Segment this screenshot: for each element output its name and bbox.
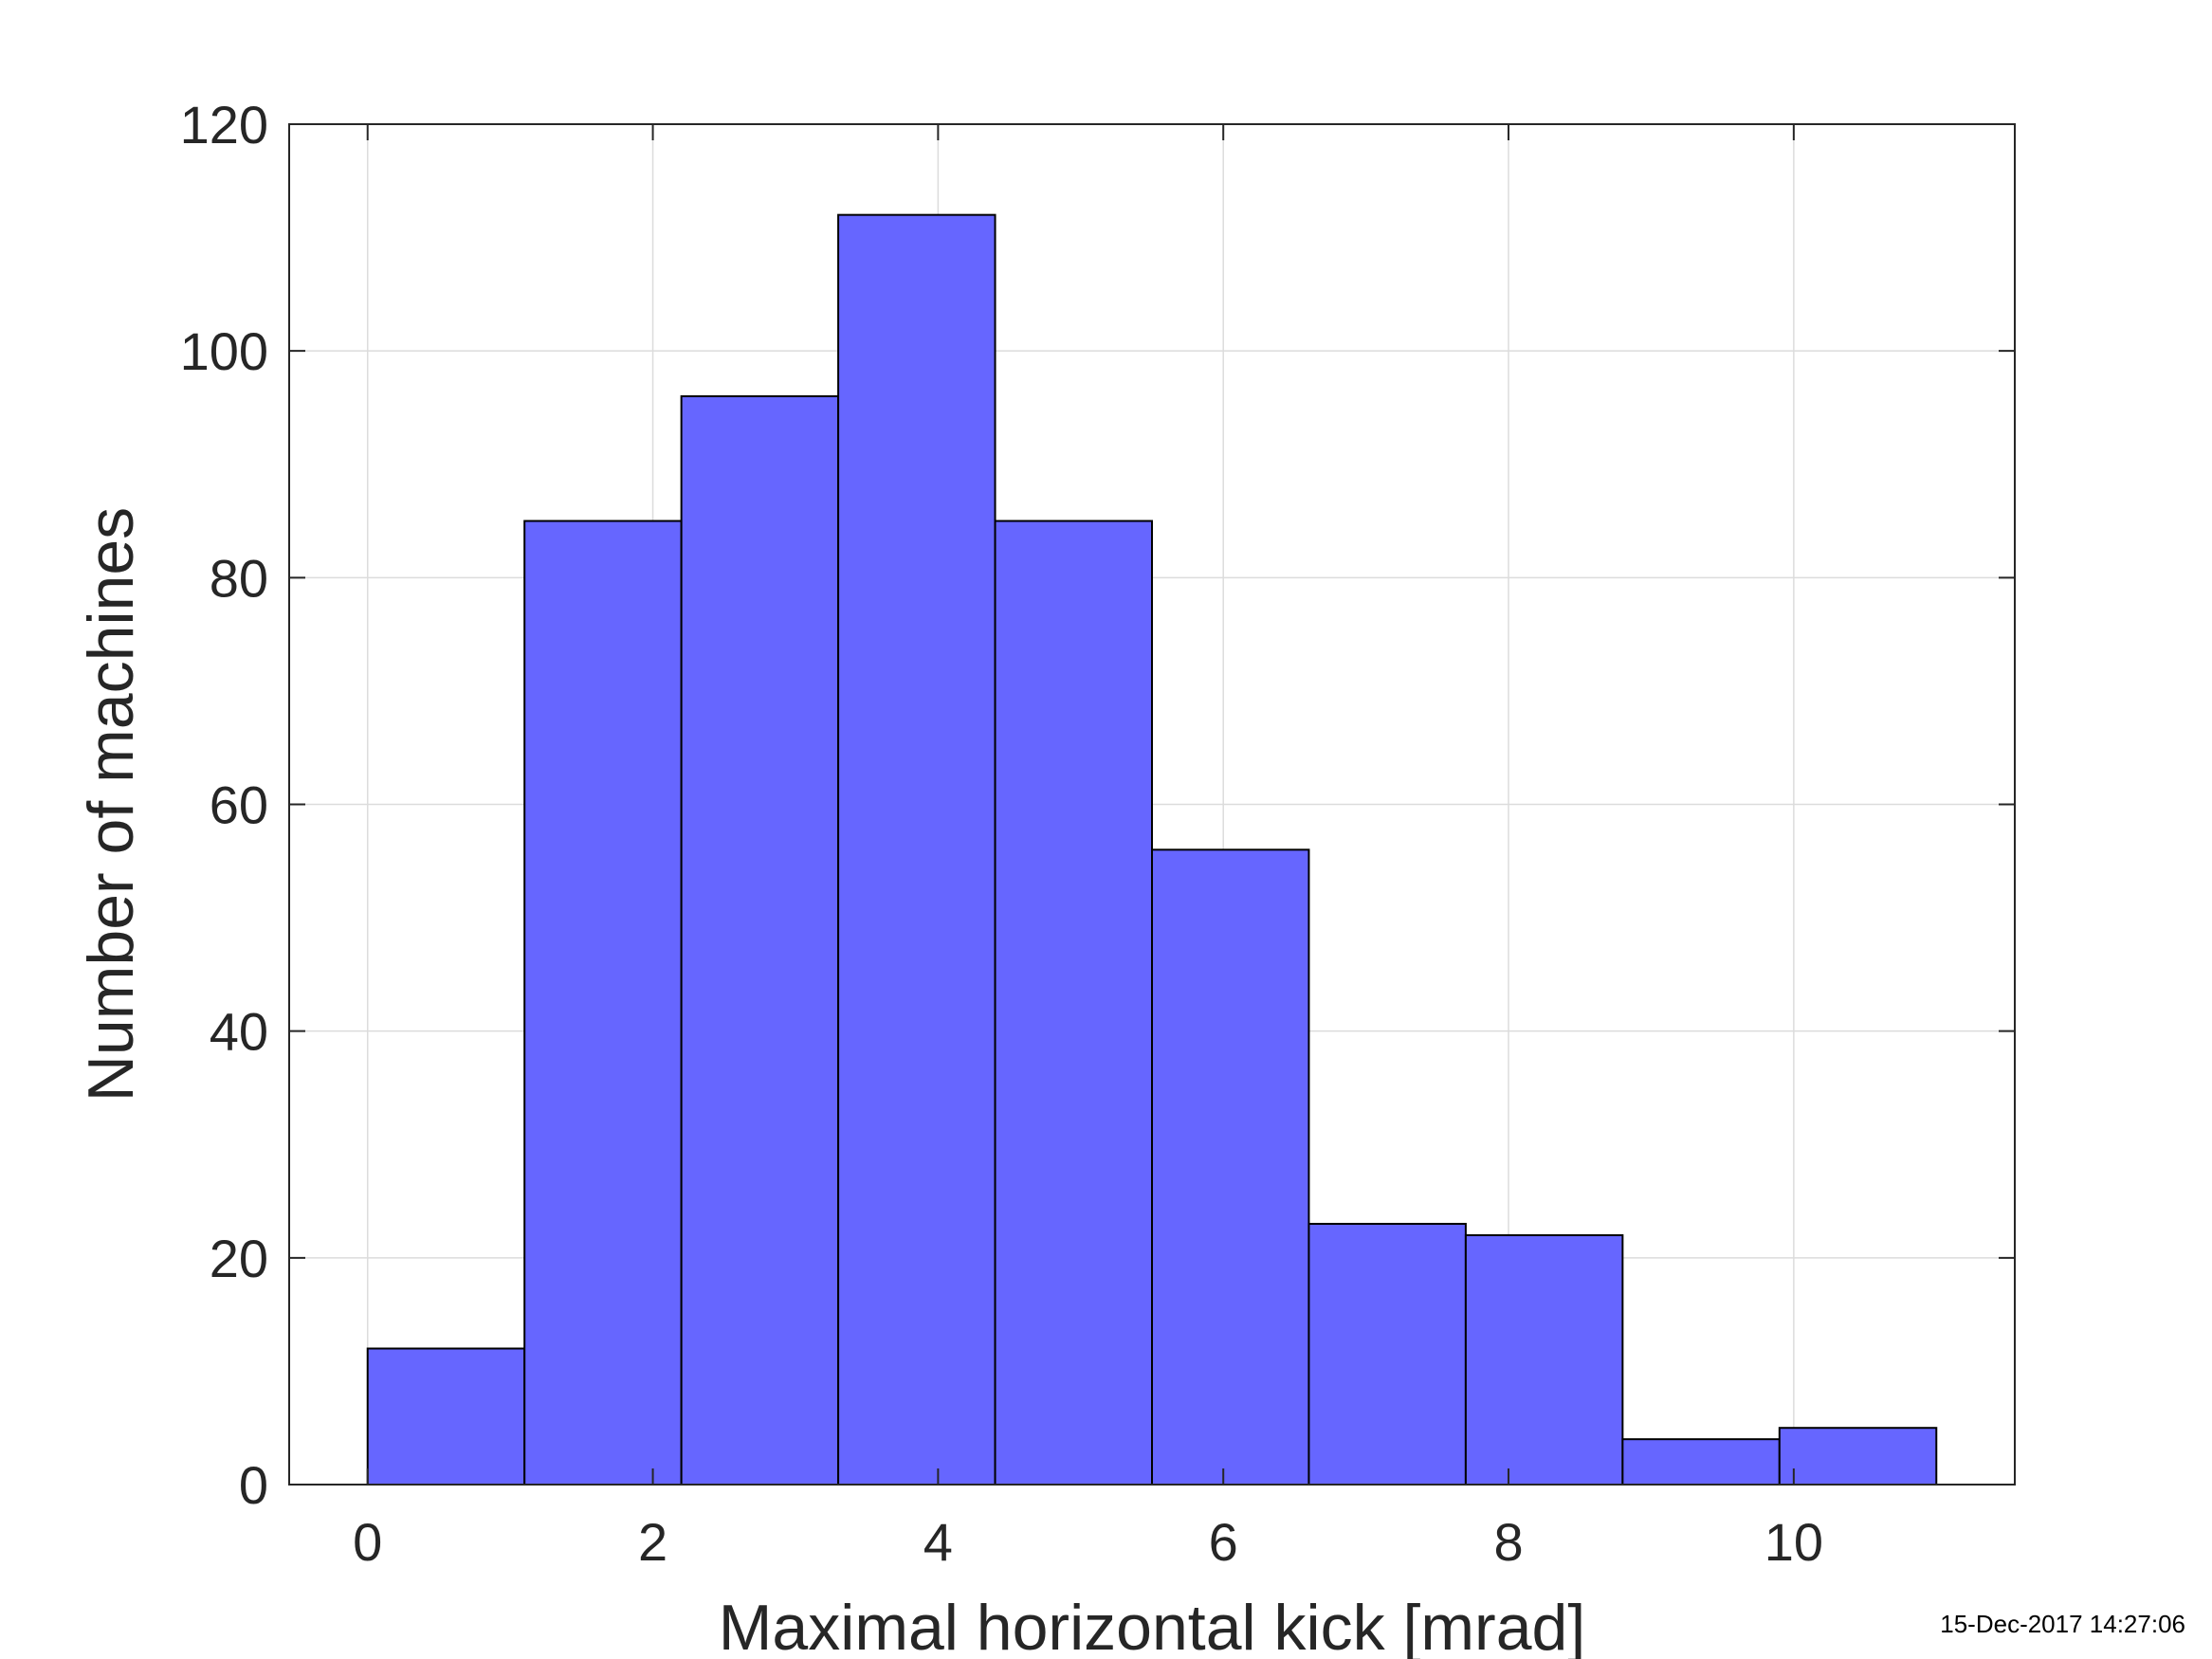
x-tick-label: 8: [1493, 1512, 1523, 1572]
histogram-bar: [1621, 1438, 1781, 1486]
histogram-bar: [837, 213, 996, 1486]
timestamp-label: 15-Dec-2017 14:27:06: [1940, 1610, 2185, 1638]
histogram-bar: [1464, 1233, 1624, 1486]
histogram-bar: [680, 395, 840, 1486]
x-tick-label: 6: [1209, 1512, 1238, 1572]
y-tick-label: 100: [180, 321, 268, 381]
histogram-bar: [1778, 1427, 1938, 1486]
histogram-bar: [366, 1347, 526, 1486]
histogram-bars: [366, 213, 1938, 1486]
y-tick-label: 40: [210, 1002, 268, 1062]
histogram-bar: [1151, 848, 1310, 1486]
x-tick-label: 4: [923, 1512, 953, 1572]
histogram-bar: [1307, 1222, 1467, 1486]
y-tick-label: 60: [210, 775, 268, 835]
y-tick-label: 80: [210, 548, 268, 608]
axes: [288, 123, 2016, 1486]
histogram-bar: [994, 520, 1153, 1486]
x-tick-label: 0: [353, 1512, 382, 1572]
y-tick-label: 20: [210, 1229, 268, 1288]
y-tick-label: 120: [180, 95, 268, 155]
x-tick-label: 10: [1764, 1512, 1823, 1572]
x-tick-label: 2: [638, 1512, 667, 1572]
histogram-bar: [523, 520, 683, 1486]
x-axis-title: Maximal horizontal kick [mrad]: [719, 1592, 1585, 1659]
y-tick-label: 0: [239, 1455, 268, 1515]
y-axis-title: Number of machines: [75, 507, 147, 1102]
